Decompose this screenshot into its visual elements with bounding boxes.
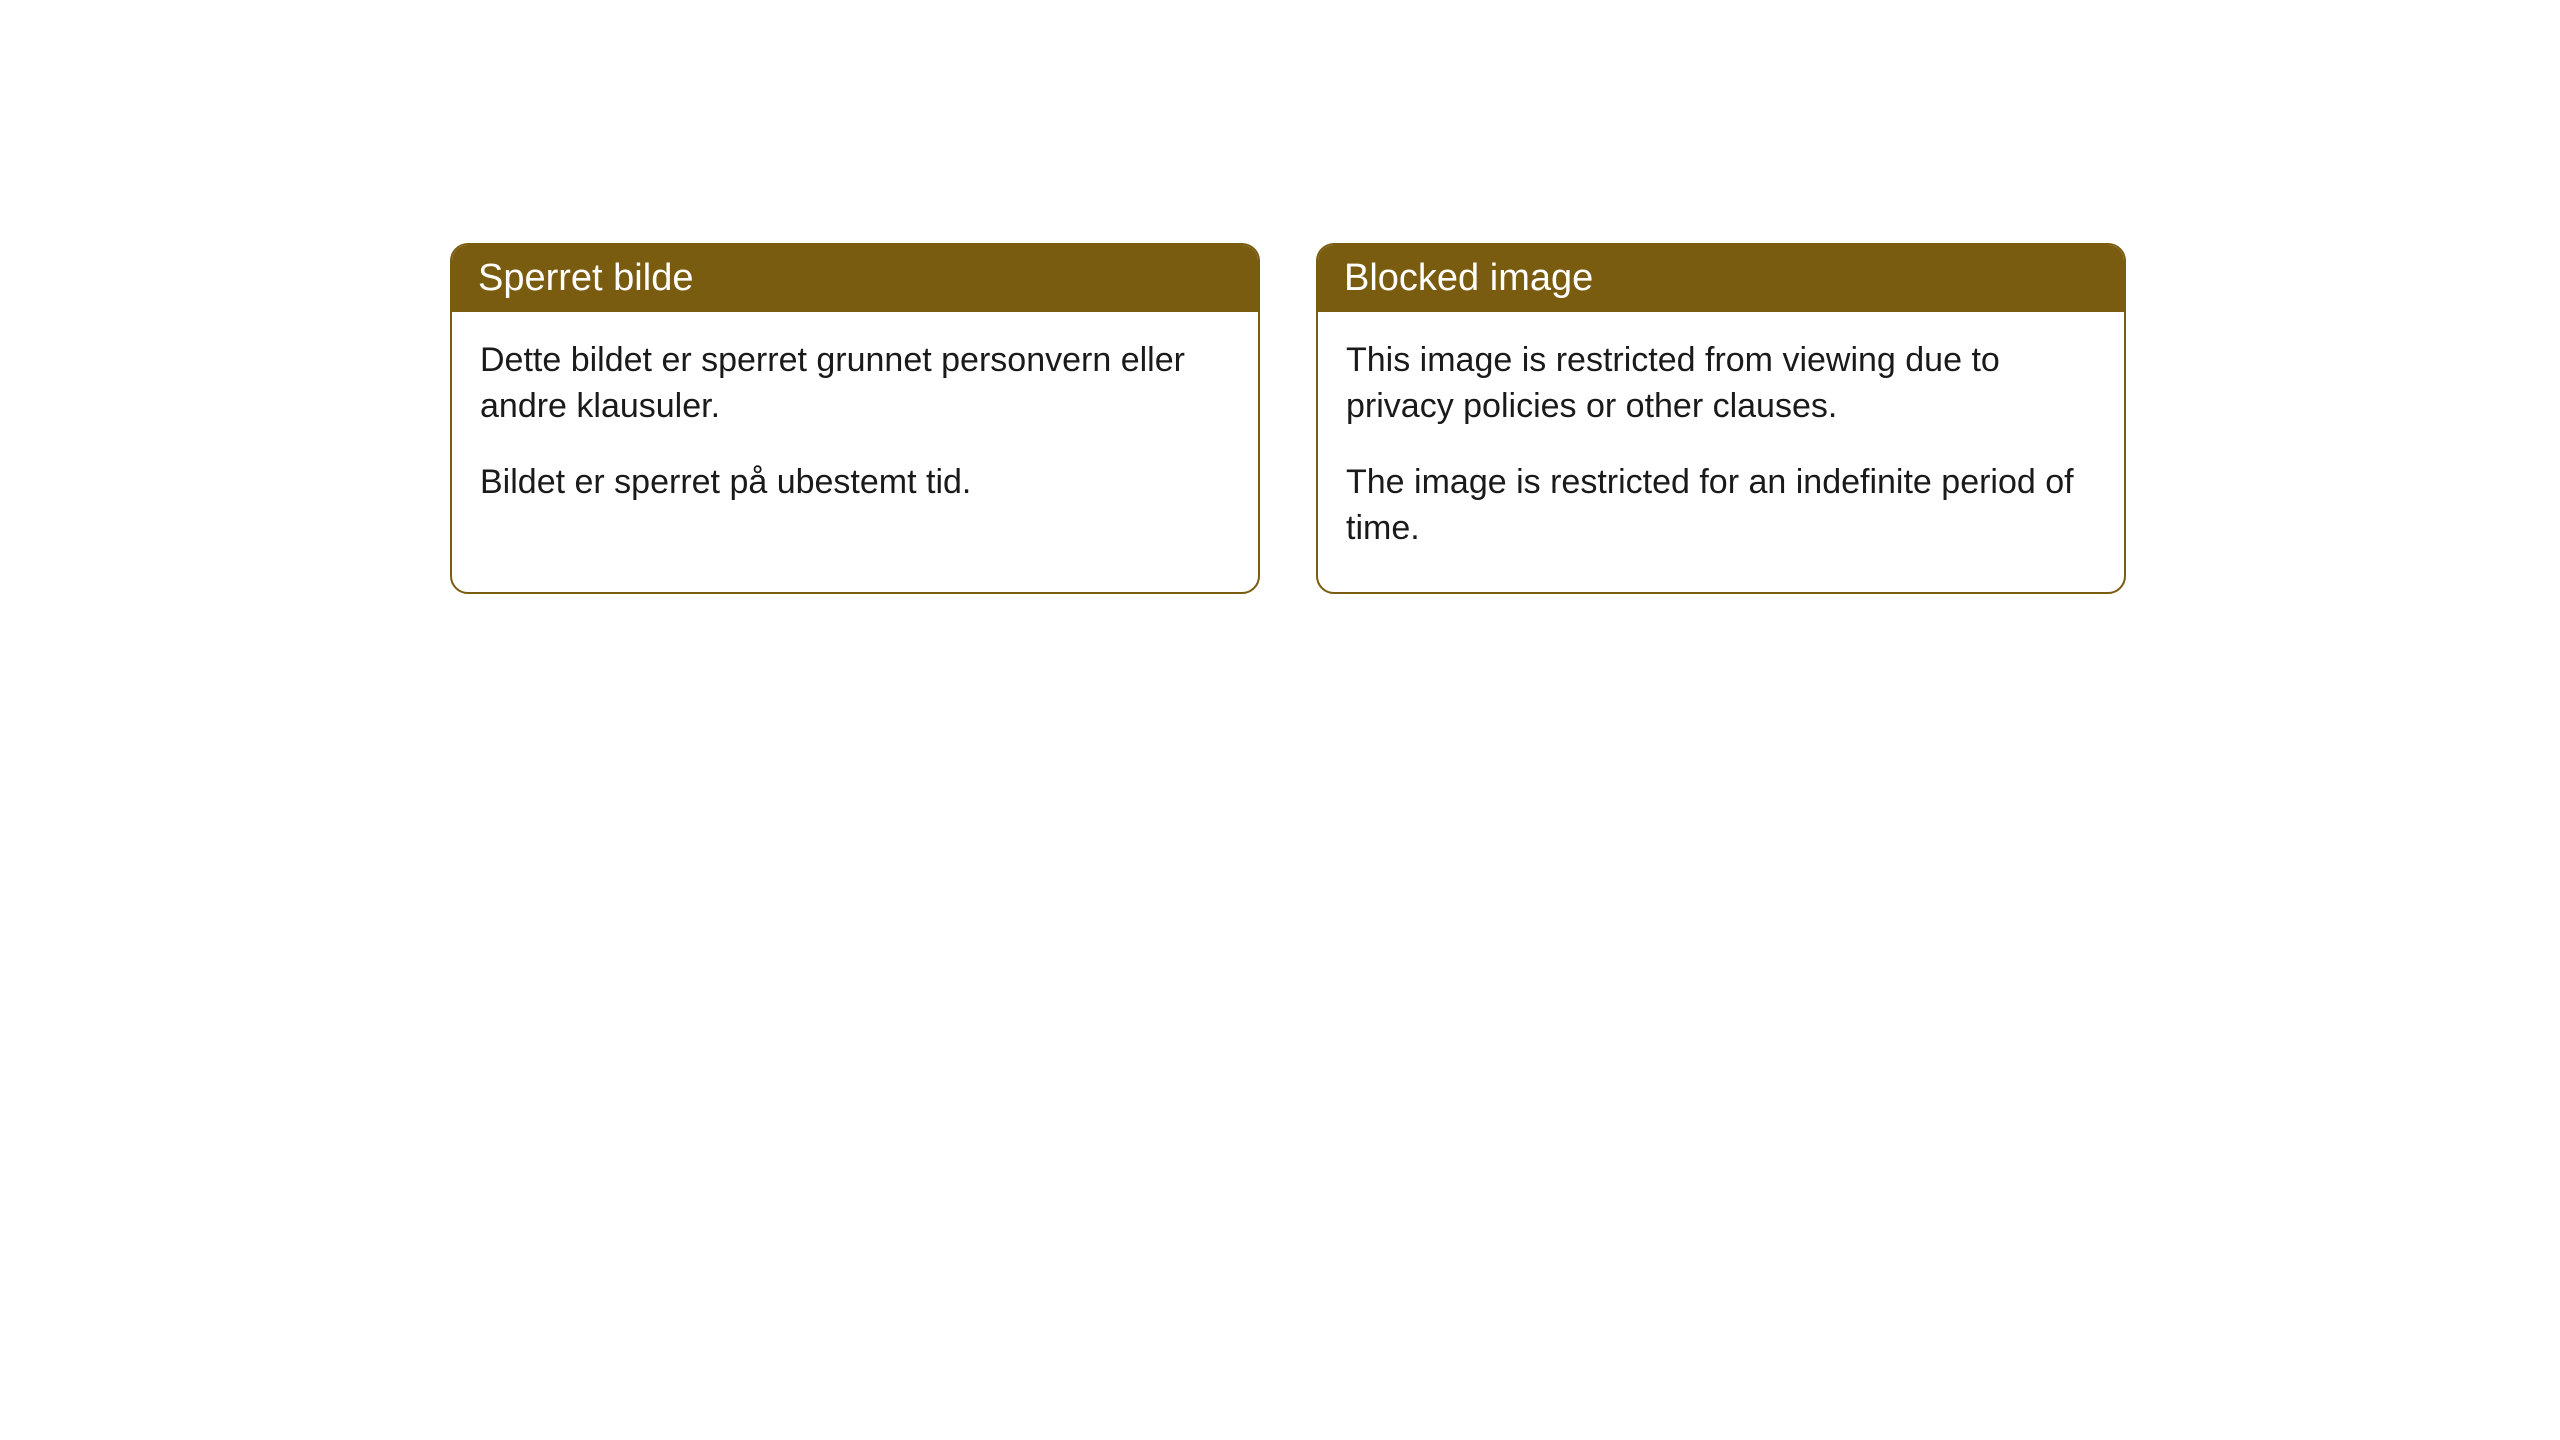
card-body: This image is restricted from viewing du… xyxy=(1318,312,2124,592)
card-blocked-image-en: Blocked image This image is restricted f… xyxy=(1316,243,2126,594)
card-body: Dette bildet er sperret grunnet personve… xyxy=(452,312,1258,592)
card-paragraph: Bildet er sperret på ubestemt tid. xyxy=(480,460,1230,506)
card-paragraph: Dette bildet er sperret grunnet personve… xyxy=(480,338,1230,430)
card-blocked-image-no: Sperret bilde Dette bildet er sperret gr… xyxy=(450,243,1260,594)
card-paragraph: This image is restricted from viewing du… xyxy=(1346,338,2096,430)
card-paragraph: The image is restricted for an indefinit… xyxy=(1346,460,2096,552)
card-header: Sperret bilde xyxy=(452,245,1258,312)
card-header: Blocked image xyxy=(1318,245,2124,312)
cards-container: Sperret bilde Dette bildet er sperret gr… xyxy=(450,243,2126,594)
